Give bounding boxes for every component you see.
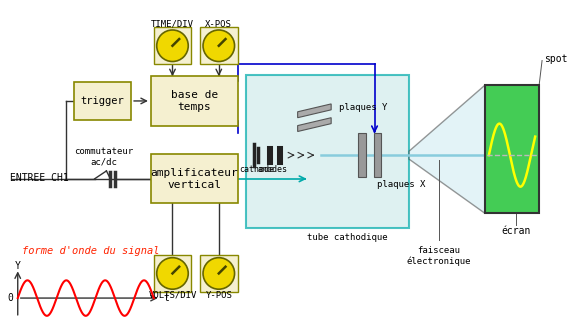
Text: commutateur
ac/dc: commutateur ac/dc (74, 147, 133, 167)
Text: t: t (164, 293, 169, 303)
Circle shape (203, 30, 235, 61)
Circle shape (157, 30, 188, 61)
FancyBboxPatch shape (151, 76, 238, 125)
Text: faisceau
électronique: faisceau électronique (406, 246, 471, 266)
Text: 0: 0 (7, 293, 13, 303)
Text: trigger: trigger (80, 96, 124, 106)
Text: TIME/DIV: TIME/DIV (151, 20, 194, 29)
Text: amplificateur
vertical: amplificateur vertical (150, 168, 238, 190)
Text: anodes: anodes (257, 165, 287, 174)
Text: ENTREE CH1: ENTREE CH1 (10, 173, 68, 183)
FancyBboxPatch shape (154, 255, 191, 292)
FancyBboxPatch shape (151, 154, 238, 204)
Text: Y: Y (15, 261, 21, 271)
Text: écran: écran (502, 226, 531, 236)
Text: forme d'onde du signal: forme d'onde du signal (22, 246, 159, 256)
Text: spot: spot (544, 53, 568, 63)
Text: cathode: cathode (239, 165, 274, 174)
Text: plaques X: plaques X (377, 180, 426, 189)
Text: tube cathodique: tube cathodique (307, 233, 387, 242)
Polygon shape (298, 104, 331, 118)
Text: plaques Y: plaques Y (339, 103, 388, 112)
FancyBboxPatch shape (485, 85, 539, 213)
FancyBboxPatch shape (200, 27, 238, 64)
Polygon shape (373, 133, 381, 177)
FancyBboxPatch shape (200, 255, 238, 292)
Circle shape (203, 258, 235, 289)
FancyBboxPatch shape (74, 82, 131, 120)
Text: VOLTS/DIV: VOLTS/DIV (148, 290, 197, 299)
Text: X-POS: X-POS (205, 20, 232, 29)
Polygon shape (358, 133, 365, 177)
Polygon shape (298, 118, 331, 131)
Polygon shape (409, 85, 485, 213)
FancyBboxPatch shape (246, 75, 409, 228)
Text: base de
temps: base de temps (170, 90, 218, 112)
Circle shape (157, 258, 188, 289)
Text: Y-POS: Y-POS (205, 290, 232, 299)
FancyBboxPatch shape (154, 27, 191, 64)
